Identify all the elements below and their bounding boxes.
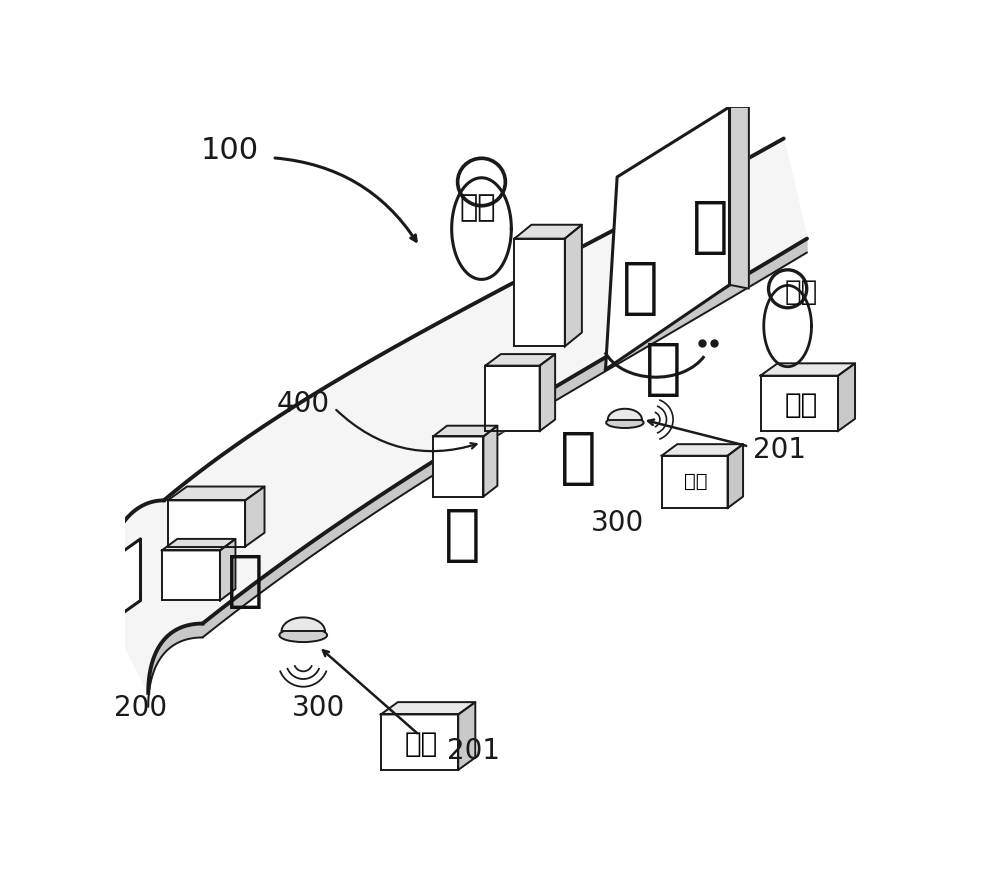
- Polygon shape: [485, 365, 540, 431]
- Polygon shape: [220, 539, 235, 601]
- Polygon shape: [485, 354, 555, 365]
- Polygon shape: [148, 624, 202, 707]
- Polygon shape: [761, 376, 838, 431]
- Polygon shape: [730, 107, 749, 289]
- Polygon shape: [761, 364, 855, 376]
- Text: 分: 分: [692, 198, 728, 257]
- Polygon shape: [483, 426, 497, 496]
- Polygon shape: [381, 702, 475, 715]
- Polygon shape: [565, 225, 582, 347]
- Polygon shape: [168, 501, 245, 546]
- Text: 201: 201: [753, 437, 806, 464]
- Polygon shape: [102, 501, 202, 693]
- Text: 登子: 登子: [404, 730, 438, 757]
- Polygon shape: [245, 486, 264, 546]
- Ellipse shape: [606, 417, 644, 428]
- Polygon shape: [514, 239, 565, 347]
- Polygon shape: [202, 239, 807, 637]
- Polygon shape: [162, 551, 220, 601]
- Text: 诊: 诊: [444, 505, 480, 565]
- Polygon shape: [662, 445, 743, 455]
- Text: 台: 台: [645, 340, 682, 399]
- Polygon shape: [540, 354, 555, 431]
- Text: 六顺: 六顺: [684, 472, 708, 492]
- Polygon shape: [606, 107, 730, 370]
- Polygon shape: [514, 225, 582, 239]
- Text: 登子: 登子: [784, 391, 817, 419]
- Polygon shape: [608, 409, 642, 420]
- Text: 分: 分: [560, 429, 597, 487]
- Text: 医生: 医生: [459, 193, 496, 222]
- Text: 诊: 诊: [622, 259, 659, 318]
- Text: 300: 300: [292, 694, 345, 723]
- Text: 300: 300: [590, 510, 644, 537]
- Polygon shape: [164, 138, 807, 624]
- Polygon shape: [168, 486, 264, 501]
- Text: 400: 400: [277, 390, 330, 418]
- Polygon shape: [728, 445, 743, 508]
- Polygon shape: [282, 617, 325, 632]
- Polygon shape: [662, 455, 728, 508]
- Polygon shape: [381, 715, 458, 770]
- Polygon shape: [86, 539, 140, 639]
- Text: 病人: 病人: [784, 279, 817, 307]
- Text: 201: 201: [447, 737, 500, 764]
- Polygon shape: [162, 539, 235, 551]
- Polygon shape: [433, 426, 497, 437]
- Polygon shape: [838, 364, 855, 431]
- Polygon shape: [458, 702, 475, 770]
- Text: 台: 台: [227, 552, 263, 610]
- Text: 100: 100: [201, 135, 259, 165]
- Polygon shape: [433, 437, 483, 496]
- Ellipse shape: [279, 628, 327, 642]
- Text: 200: 200: [114, 694, 167, 723]
